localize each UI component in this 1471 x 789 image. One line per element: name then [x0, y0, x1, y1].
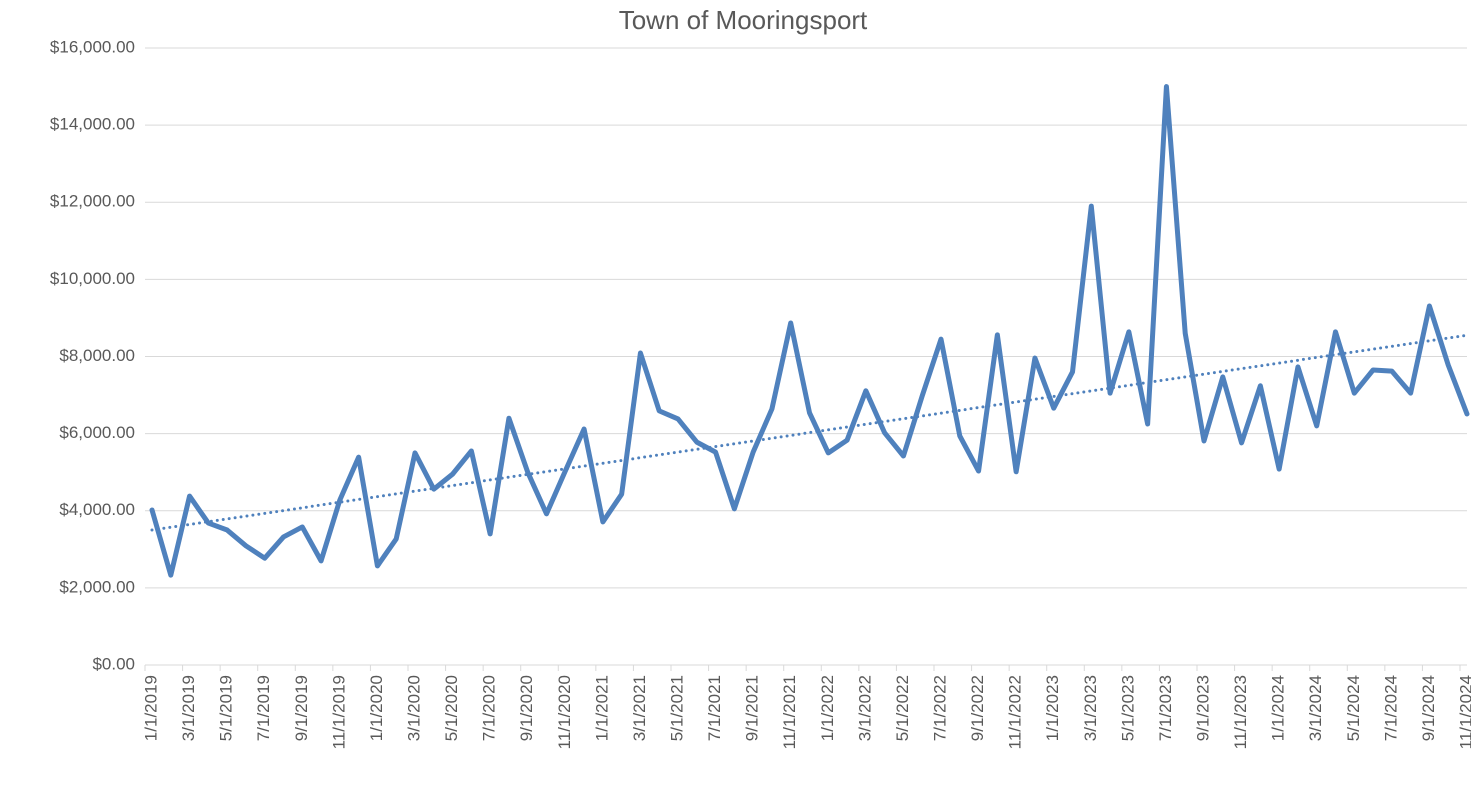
x-tick-label: 9/1/2023	[1193, 675, 1212, 741]
y-tick-label: $4,000.00	[59, 500, 135, 519]
x-tick-label: 1/1/2021	[592, 675, 611, 741]
x-tick-label: 9/1/2021	[743, 675, 762, 741]
y-tick-label: $16,000.00	[50, 37, 135, 56]
x-tick-label: 3/1/2022	[855, 675, 874, 741]
x-tick-label: 9/1/2019	[292, 675, 311, 741]
y-tick-label: $14,000.00	[50, 115, 135, 134]
x-tick-label: 1/1/2020	[367, 675, 386, 741]
x-tick-label: 5/1/2020	[442, 675, 461, 741]
x-tick-label: 9/1/2020	[517, 675, 536, 741]
x-tick-label: 11/1/2024	[1456, 675, 1471, 749]
y-tick-label: $2,000.00	[59, 577, 135, 596]
x-tick-label: 3/1/2023	[1081, 675, 1100, 741]
x-tick-label: 5/1/2022	[893, 675, 912, 741]
x-tick-label: 5/1/2023	[1118, 675, 1137, 741]
x-tick-label: 7/1/2019	[254, 675, 273, 741]
x-tick-label: 7/1/2024	[1381, 675, 1400, 741]
x-tick-label: 11/1/2021	[780, 675, 799, 749]
x-tick-label: 1/1/2023	[1043, 675, 1062, 741]
x-tick-label: 11/1/2019	[329, 675, 348, 749]
data-line	[149, 84, 1470, 578]
x-tick-label: 5/1/2021	[667, 675, 686, 741]
chart-title: Town of Mooringsport	[619, 5, 868, 35]
x-tick-label: 1/1/2019	[141, 675, 160, 741]
x-tick-label: 5/1/2024	[1344, 675, 1363, 741]
x-tick-label: 5/1/2019	[217, 675, 236, 741]
x-tick-label: 11/1/2020	[555, 675, 574, 749]
trendline	[150, 333, 1469, 532]
x-tick-label: 3/1/2024	[1306, 675, 1325, 741]
y-tick-label: $0.00	[92, 654, 135, 673]
x-tick-label: 3/1/2019	[179, 675, 198, 741]
x-tick-label: 7/1/2022	[930, 675, 949, 741]
x-tick-label: 7/1/2023	[1156, 675, 1175, 741]
y-tick-label: $6,000.00	[59, 423, 135, 442]
x-tick-label: 11/1/2022	[1006, 675, 1025, 749]
x-tick-label: 3/1/2020	[404, 675, 423, 741]
x-tick-label: 3/1/2021	[630, 675, 649, 741]
y-tick-label: $8,000.00	[59, 346, 135, 365]
x-tick-label: 9/1/2022	[968, 675, 987, 741]
y-tick-label: $12,000.00	[50, 192, 135, 211]
x-tick-label: 9/1/2024	[1419, 675, 1438, 741]
x-tick-label: 7/1/2020	[480, 675, 499, 741]
x-tick-label: 11/1/2023	[1231, 675, 1250, 749]
x-tick-label: 1/1/2024	[1269, 675, 1288, 741]
x-tick-label: 1/1/2022	[818, 675, 837, 741]
x-tick-label: 7/1/2021	[705, 675, 724, 741]
y-tick-label: $10,000.00	[50, 269, 135, 288]
